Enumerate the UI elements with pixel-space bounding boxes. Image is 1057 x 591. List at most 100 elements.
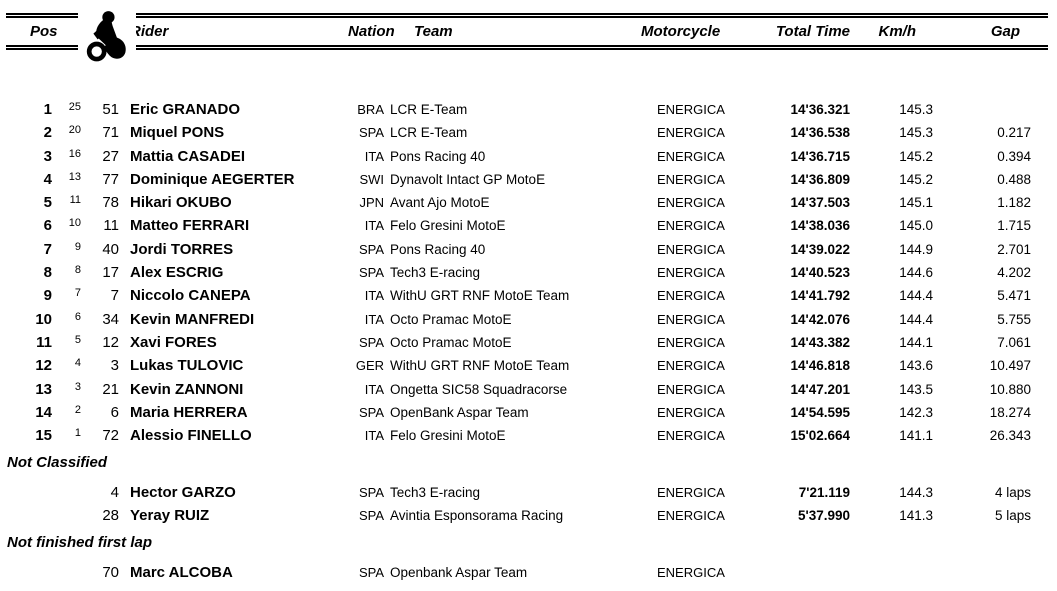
motorcycle-cell: ENERGICA bbox=[657, 148, 725, 164]
motorcycle-cell: ENERGICA bbox=[657, 564, 725, 580]
team-cell: LCR E-Team bbox=[390, 102, 468, 117]
nation-cell: SWI bbox=[359, 171, 384, 187]
total-time-cell: 14'47.201 bbox=[790, 381, 850, 397]
motorcycle-cell: ENERGICA bbox=[657, 334, 725, 350]
speed-kmh-cell: 145.3 bbox=[899, 125, 933, 141]
gap-cell: 18.274 bbox=[989, 404, 1031, 420]
total-time-cell: 15'02.664 bbox=[790, 428, 850, 444]
points-cell: 20 bbox=[68, 124, 81, 137]
speed-kmh-cell: 141.1 bbox=[899, 428, 933, 444]
position-cell: 11 bbox=[36, 333, 52, 351]
rider-number-cell: 78 bbox=[102, 194, 119, 212]
rider-number-cell: 34 bbox=[102, 310, 119, 328]
points-cell: 3 bbox=[74, 380, 81, 393]
nation-cell: ITA bbox=[364, 311, 384, 327]
position-cell: 9 bbox=[43, 287, 52, 305]
points-cell: 6 bbox=[74, 310, 81, 323]
speed-kmh-cell: 144.4 bbox=[899, 288, 933, 304]
result-row: 1 25 51 Eric GRANADO BRA LCR E-Team ENER… bbox=[6, 98, 1048, 121]
rider-name-cell: Eric GRANADO bbox=[130, 101, 241, 118]
gap-cell: 5.755 bbox=[997, 311, 1031, 327]
rider-name-cell: Mattia CASADEI bbox=[130, 147, 246, 165]
motorcycle-cell: ENERGICA bbox=[657, 311, 725, 327]
nation-cell: JPN bbox=[359, 195, 384, 211]
position-cell: 6 bbox=[43, 217, 52, 235]
rider-name-cell: Dominique AEGERTER bbox=[130, 170, 295, 188]
rider-name-cell: Yeray RUIZ bbox=[130, 507, 210, 525]
section-label: Not Classified bbox=[7, 454, 108, 472]
gap-cell: 0.488 bbox=[997, 171, 1031, 187]
rider-name-cell: Alex ESCRIG bbox=[130, 264, 224, 282]
rider-name-cell: Xavi FORES bbox=[130, 333, 217, 351]
result-row: 10 6 34 Kevin MANFREDI ITA Octo Pramac M… bbox=[6, 308, 1048, 331]
rider-number-cell: 71 bbox=[102, 124, 119, 142]
gap-cell: 4.202 bbox=[997, 265, 1031, 281]
nation-cell: ITA bbox=[364, 218, 384, 234]
results-table-header: Pos Rider Nation Team Motorcycle Total T… bbox=[6, 7, 1048, 65]
gap-cell: 0.217 bbox=[997, 125, 1031, 141]
points-cell: 2 bbox=[74, 403, 81, 416]
speed-kmh-cell: 144.3 bbox=[899, 484, 933, 500]
result-row: 13 3 21 Kevin ZANNONI ITA Ongetta SIC58 … bbox=[6, 378, 1048, 401]
motorcycle-cell: ENERGICA bbox=[657, 265, 725, 281]
speed-kmh-cell: 142.3 bbox=[899, 404, 933, 420]
speed-kmh-cell: 141.3 bbox=[899, 508, 933, 524]
nation-cell: ITA bbox=[364, 288, 384, 304]
position-cell: 2 bbox=[43, 124, 52, 142]
rider-number-cell: 72 bbox=[102, 427, 119, 445]
nation-cell: SPA bbox=[358, 265, 384, 281]
column-header-pos: Pos bbox=[30, 23, 58, 40]
motorcycle-cell: ENERGICA bbox=[657, 428, 725, 444]
points-cell: 11 bbox=[69, 194, 81, 207]
rider-name-cell: Miquel PONS bbox=[130, 124, 225, 142]
rider-number-cell: 21 bbox=[102, 380, 119, 398]
total-time-cell: 14'36.715 bbox=[790, 148, 850, 164]
position-cell: 4 bbox=[43, 170, 52, 188]
motorcycle-cell: ENERGICA bbox=[657, 241, 725, 257]
column-header-gap: Gap bbox=[990, 23, 1020, 40]
gap-cell: 2.701 bbox=[997, 241, 1031, 257]
rider-name-cell: Matteo FERRARI bbox=[130, 217, 250, 235]
section-label: Not finished first lap bbox=[7, 534, 153, 552]
team-cell: Avintia Esponsorama Racing bbox=[390, 508, 564, 524]
gap-cell: 10.880 bbox=[989, 381, 1031, 397]
team-cell: WithU GRT RNF MotoE Team bbox=[390, 358, 570, 374]
motorcycle-cell: ENERGICA bbox=[657, 195, 725, 211]
position-cell: 7 bbox=[43, 240, 52, 258]
motorcycle-cell: ENERGICA bbox=[657, 171, 725, 187]
gap-cell: 1.715 bbox=[997, 218, 1031, 234]
total-time-cell: 14'36.321 bbox=[790, 102, 850, 117]
total-time-cell: 5'37.990 bbox=[797, 508, 850, 524]
section-heading: Not finished first lap bbox=[6, 531, 1048, 554]
position-cell: 12 bbox=[35, 357, 52, 375]
team-cell: Octo Pramac MotoE bbox=[390, 334, 512, 350]
rider-number-cell: 6 bbox=[110, 403, 119, 421]
total-time-cell: 14'38.036 bbox=[790, 218, 850, 234]
nation-cell: ITA bbox=[364, 148, 384, 164]
total-time-cell: 14'40.523 bbox=[790, 265, 850, 281]
gap-cell: 1.182 bbox=[997, 195, 1031, 211]
rider-name-cell: Hikari OKUBO bbox=[130, 194, 232, 212]
nation-cell: SPA bbox=[358, 484, 384, 500]
total-time-cell: 14'43.382 bbox=[790, 334, 850, 350]
column-header-nation: Nation bbox=[348, 23, 395, 40]
speed-kmh-cell: 145.2 bbox=[899, 171, 933, 187]
gap-cell: 10.497 bbox=[989, 358, 1031, 374]
rider-number-cell: 27 bbox=[102, 147, 119, 165]
speed-kmh-cell: 144.9 bbox=[899, 241, 933, 257]
nation-cell: BRA bbox=[357, 102, 384, 117]
speed-kmh-cell: 144.4 bbox=[899, 311, 933, 327]
nation-cell: GER bbox=[355, 358, 384, 374]
gap-cell: 5.471 bbox=[997, 288, 1031, 304]
motorcycle-cell: ENERGICA bbox=[657, 102, 725, 117]
team-cell: Pons Racing 40 bbox=[390, 148, 486, 164]
points-cell: 9 bbox=[74, 240, 81, 253]
points-cell: 4 bbox=[74, 357, 81, 370]
gap-cell: 0.394 bbox=[997, 148, 1031, 164]
result-row: 4 13 77 Dominique AEGERTER SWI Dynavolt … bbox=[6, 168, 1048, 191]
rider-number-cell: 17 bbox=[102, 264, 119, 282]
points-cell: 7 bbox=[74, 287, 81, 300]
rider-number-cell: 40 bbox=[102, 240, 119, 258]
result-row: 4 Hector GARZO SPA Tech3 E-racing ENERGI… bbox=[6, 481, 1048, 504]
